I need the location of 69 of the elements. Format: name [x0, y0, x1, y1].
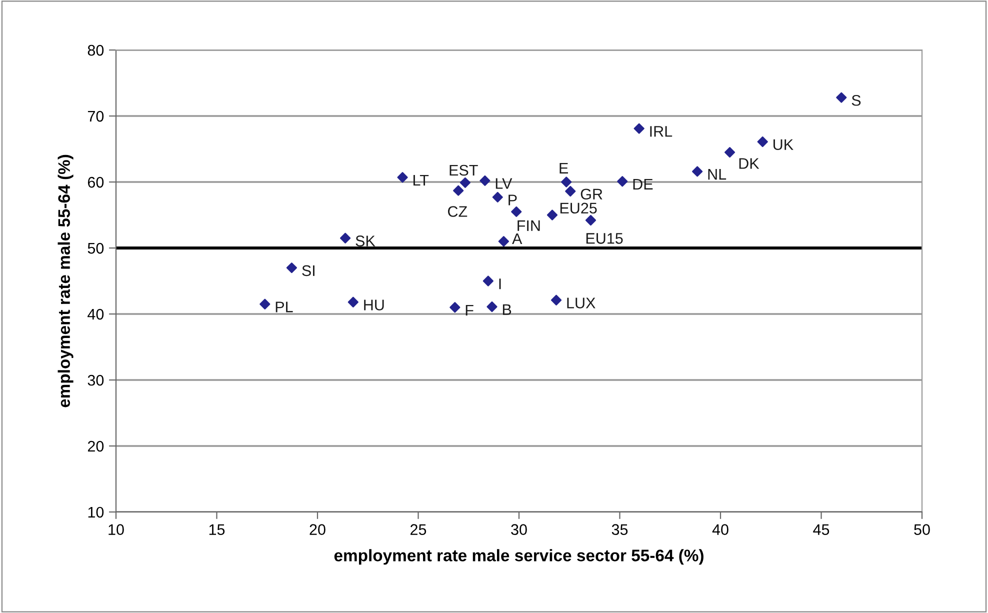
annotation: EST [450, 164, 478, 176]
point [480, 175, 490, 186]
point [585, 214, 596, 226]
annotation: LT [414, 174, 429, 186]
annotation: SK [356, 236, 376, 246]
point [498, 236, 509, 247]
annotation: DE [633, 178, 653, 190]
point [692, 166, 703, 177]
point [757, 136, 768, 148]
x-tick-label: 50 [914, 524, 930, 536]
point [450, 302, 460, 313]
point [260, 298, 270, 310]
x-tick-label: 15 [209, 524, 225, 536]
point [453, 185, 464, 196]
point [397, 172, 408, 183]
annotation: F [466, 305, 474, 316]
annotation: FIN [518, 220, 540, 231]
y-tick-label: 60 [88, 176, 104, 188]
point [561, 176, 572, 188]
point [511, 206, 522, 218]
y-tick-label: 30 [88, 374, 104, 386]
point [482, 276, 494, 286]
annotation: P [508, 194, 517, 206]
point [340, 232, 351, 244]
annotation: GR [580, 188, 602, 200]
annotation: IRL [650, 126, 672, 137]
annotation: E [560, 162, 568, 174]
x-tick-label: 25 [410, 524, 426, 536]
y-tick-label: 10 [88, 506, 104, 518]
annotation: CZ [448, 206, 468, 217]
annotation: LV [496, 178, 512, 189]
y-tick-label: 80 [88, 44, 104, 56]
point [460, 177, 470, 188]
annotation: EU15 [586, 233, 623, 244]
y-tick-label: 40 [88, 308, 104, 320]
x-tick-label: 10 [108, 524, 124, 536]
x-tick-label: 30 [511, 524, 527, 536]
point [492, 192, 503, 202]
y-axis-title: employment rate male 55-64 (%) [58, 154, 74, 408]
annotation: PL [276, 302, 293, 312]
y-tick-label: 50 [88, 242, 104, 254]
annotation: LUX [567, 298, 596, 308]
annotation: A [512, 233, 522, 244]
point [286, 262, 298, 274]
point [634, 123, 644, 134]
point [550, 294, 562, 306]
annotation: NL [708, 169, 726, 180]
y-tick-label: 20 [88, 440, 104, 452]
annotation: HU [364, 300, 384, 310]
annotation: B [502, 304, 512, 315]
point [486, 301, 498, 312]
annotation: UK [774, 139, 794, 150]
point [565, 186, 576, 197]
annotation: DK [739, 158, 760, 169]
x-tick-label: 40 [712, 524, 728, 536]
x-tick-label: 45 [813, 524, 830, 536]
x-axis-title: employment rate male service sector 55-64 (%) [334, 549, 704, 565]
x-tick-label: 35 [612, 524, 628, 536]
point [724, 147, 736, 158]
point [617, 176, 628, 187]
annotation: S [852, 94, 861, 106]
point [348, 296, 358, 308]
annotation: EU25 [560, 202, 597, 214]
point [836, 92, 847, 103]
annotation: SI [302, 265, 314, 276]
x-tick-label: 20 [310, 524, 326, 536]
annotation: I [499, 278, 501, 290]
point [546, 210, 558, 220]
y-tick-label: 70 [88, 110, 104, 122]
